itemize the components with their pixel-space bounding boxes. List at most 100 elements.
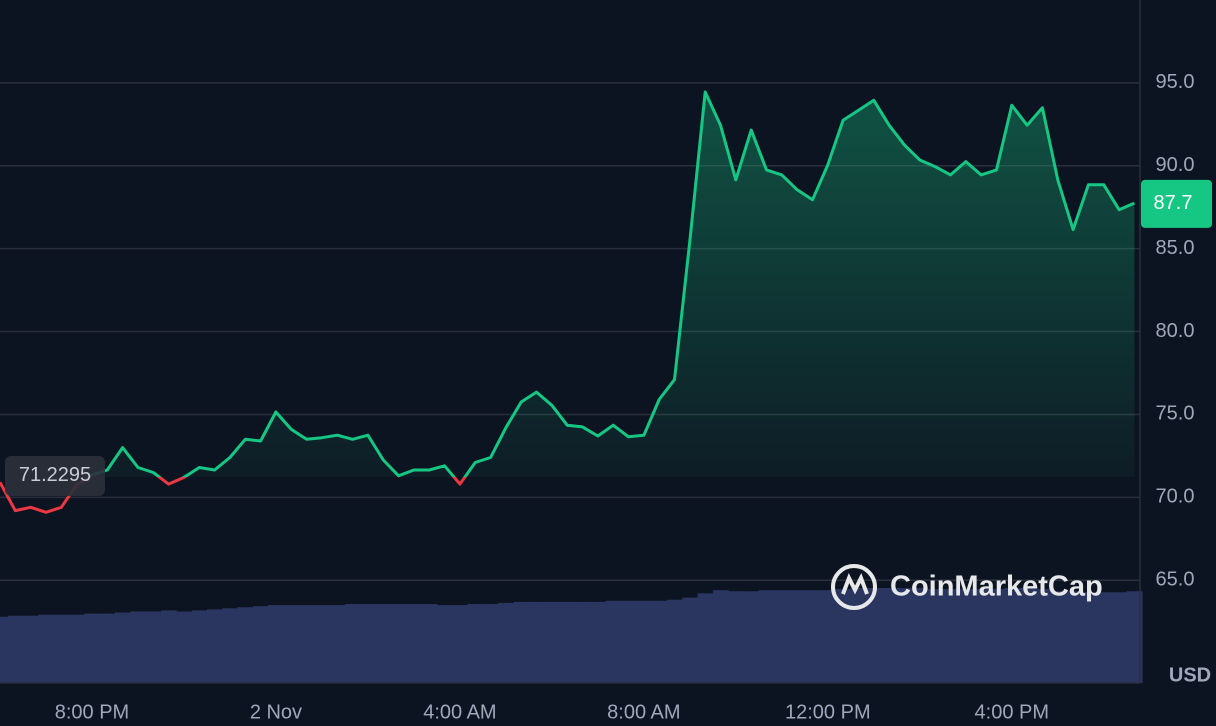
volume-bar xyxy=(467,604,484,683)
volume-bar xyxy=(252,606,269,683)
volume-bar xyxy=(452,605,469,683)
volume-bar xyxy=(574,601,591,683)
volume-bar xyxy=(666,599,683,683)
volume-bar xyxy=(222,608,239,683)
volume-bar xyxy=(912,588,928,683)
volume-bar xyxy=(1065,591,1082,683)
area-fill xyxy=(88,92,1135,477)
volume-bar xyxy=(360,604,377,683)
volume-bar xyxy=(114,612,131,683)
volume-bar xyxy=(498,602,515,683)
volume-bar xyxy=(0,616,9,683)
volume-bar xyxy=(314,605,331,683)
volume-bar xyxy=(728,591,745,683)
volume-bar xyxy=(482,604,499,683)
x-tick-label: 8:00 AM xyxy=(607,701,680,723)
volume-bar xyxy=(53,614,70,683)
volume-bar xyxy=(130,611,147,683)
price-tag xyxy=(1141,179,1212,228)
volume-bar xyxy=(390,604,407,683)
volume-bar xyxy=(206,609,223,683)
watermark-text: CoinMarketCap xyxy=(890,571,1103,603)
volume-bar xyxy=(789,590,806,683)
volume-bar xyxy=(712,590,729,683)
y-tick-label: 95.0 xyxy=(1156,71,1195,93)
volume-bar xyxy=(268,605,285,683)
volume-bar xyxy=(528,601,545,683)
volume-bar xyxy=(927,589,944,683)
volume-bar xyxy=(973,589,990,683)
volume-bar xyxy=(1050,591,1066,683)
baseline-label: 71.2295 xyxy=(19,464,91,486)
volume-bar xyxy=(7,615,24,683)
y-tick-label: 80.0 xyxy=(1156,320,1195,342)
volume-bar xyxy=(513,601,530,683)
volume-bar xyxy=(988,589,1005,683)
volume-bar xyxy=(84,613,101,683)
x-tick-label: 2 Nov xyxy=(250,701,302,723)
volume-bar xyxy=(344,604,361,683)
volume-bar xyxy=(620,600,637,683)
logo xyxy=(831,564,877,610)
volume-bar xyxy=(145,611,162,683)
price-line-up xyxy=(86,90,1135,477)
volume-bar xyxy=(298,605,315,683)
volume-bar xyxy=(1004,588,1020,683)
volume-bar xyxy=(283,605,300,683)
volume-bar xyxy=(651,600,668,683)
y-tick-label: 70.0 xyxy=(1156,486,1195,508)
volume-bar xyxy=(559,601,576,683)
volume-bar xyxy=(758,590,775,683)
volume-bar xyxy=(605,600,622,683)
volume-bar xyxy=(237,607,254,683)
volume-bar xyxy=(99,613,116,683)
volume-bar xyxy=(38,614,55,683)
volume-bar xyxy=(942,589,959,683)
y-tick-label: 75.0 xyxy=(1156,403,1195,425)
volume-bar xyxy=(881,588,898,683)
volume-bar xyxy=(421,604,438,683)
volume-bar xyxy=(682,597,699,683)
volume-bar xyxy=(406,604,423,683)
x-tick-label: 8:00 PM xyxy=(55,701,129,723)
volume-bar xyxy=(375,604,392,683)
volume-bar xyxy=(1126,591,1143,683)
volume-bar xyxy=(1034,589,1051,683)
volume-bar xyxy=(896,588,913,683)
volume-bar xyxy=(160,610,177,683)
volume-bar xyxy=(835,589,852,683)
volume-bar xyxy=(958,589,974,683)
y-tick-label: 85.0 xyxy=(1156,237,1195,259)
logo-mark xyxy=(841,573,869,595)
volume-bar xyxy=(590,601,607,683)
price-tag-label: 87.7 xyxy=(1154,192,1193,214)
volume-bar xyxy=(697,593,714,683)
x-tick-label: 4:00 PM xyxy=(975,701,1049,723)
volume-bar xyxy=(866,588,882,683)
currency-label: USD xyxy=(1169,664,1211,686)
volume-bar xyxy=(1096,592,1112,683)
volume-bar xyxy=(804,590,821,683)
volume-bar xyxy=(22,615,39,683)
y-tick-label: 65.0 xyxy=(1156,568,1195,590)
x-tick-label: 12:00 PM xyxy=(785,701,871,723)
baseline-box xyxy=(5,455,105,496)
volume-bar xyxy=(329,605,346,683)
y-tick-label: 90.0 xyxy=(1156,154,1195,176)
volume-bar xyxy=(544,601,561,683)
volume-bar xyxy=(191,610,208,683)
volume-bar xyxy=(850,588,867,683)
volume-bar xyxy=(176,611,193,683)
volume-bar xyxy=(743,591,760,683)
watermark: CoinMarketCap xyxy=(831,564,1103,610)
volume-bar xyxy=(1080,592,1097,683)
volume-bar xyxy=(774,590,790,683)
volume-bar xyxy=(68,614,85,683)
x-tick-label: 4:00 AM xyxy=(423,701,496,723)
volume-bar xyxy=(636,600,653,683)
volume-bar xyxy=(1111,592,1128,683)
volume-bar xyxy=(820,590,836,683)
